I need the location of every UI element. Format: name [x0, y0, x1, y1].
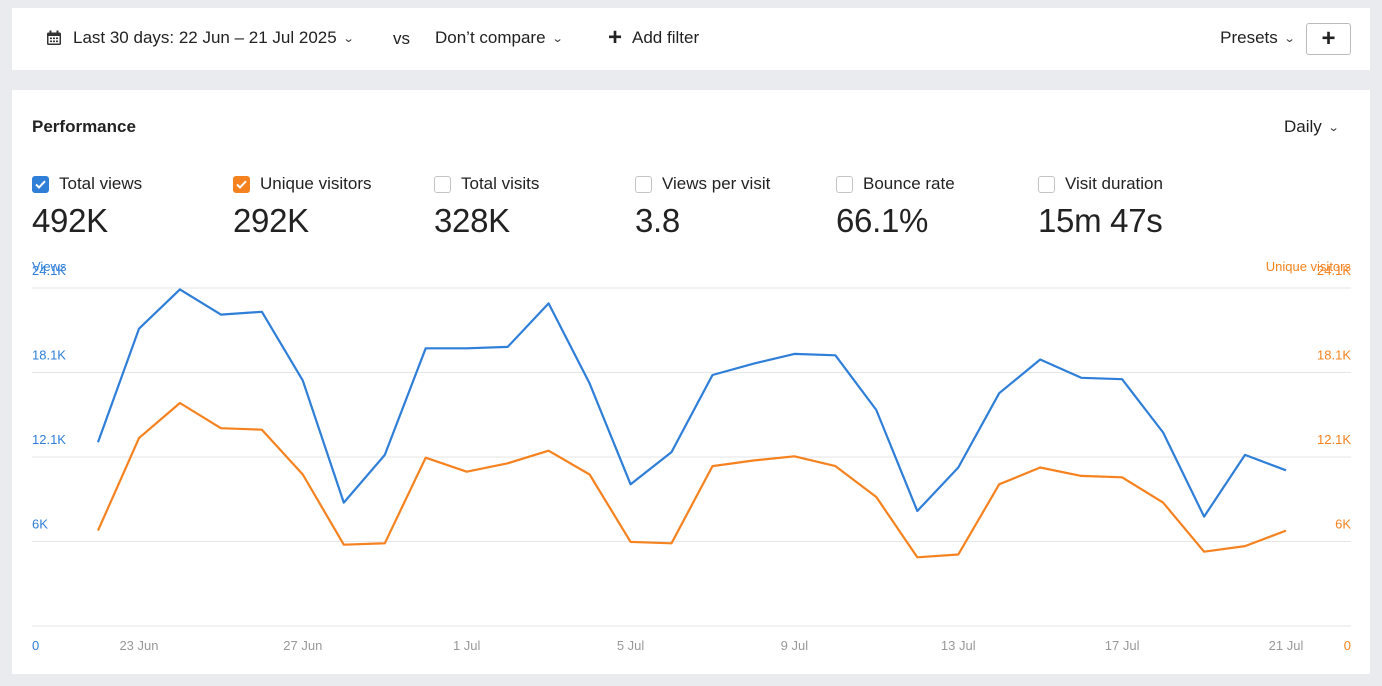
metric-value: 66.1% — [836, 202, 929, 239]
metric-value: 292K — [233, 202, 309, 239]
left-axis-title: Views — [32, 259, 67, 274]
checkbox-total-views[interactable] — [32, 175, 49, 193]
metric-views-per-visit[interactable]: Views per visit 3.8 — [635, 174, 770, 240]
right-y-tick-label: 6K — [1335, 517, 1351, 532]
performance-chart[interactable]: Views Unique visitors 0 0 6K 6K 12.1K 12.1K 18… — [12, 90, 1370, 674]
metric-bounce-rate[interactable]: Bounce rate 66.1% — [836, 174, 955, 240]
checkbox-total-visits[interactable] — [434, 175, 451, 193]
series-lines — [96, 288, 1287, 559]
axis-ticks: 0 0 6K 6K 12.1K 12.1K 18.1K 18.1K 24.1K 24.1K 23 J… — [32, 263, 1351, 653]
left-y-tick-label: 24.1K — [32, 263, 66, 278]
right-y-tick-label: 24.1K — [1317, 263, 1351, 278]
add-filter-label: Add filter — [632, 28, 700, 47]
checkbox-unique-visitors[interactable] — [233, 175, 250, 193]
presets-dropdown[interactable]: Presets ⌄ — [1220, 28, 1296, 48]
x-tick-label: 5 Jul — [617, 638, 645, 653]
add-widget-button[interactable]: + — [1306, 23, 1351, 55]
performance-panel: Performance Daily ⌄ Total views 492K Uni… — [12, 90, 1370, 674]
x-tick-label: 27 Jun — [283, 638, 322, 653]
plus-icon: + — [608, 24, 623, 51]
vs-label: vs — [393, 29, 410, 48]
x-tick-label: 1 Jul — [453, 638, 481, 653]
x-tick-label: 21 Jul — [1269, 638, 1304, 653]
presets-label: Presets — [1220, 28, 1278, 47]
chevron-down-icon: ⌄ — [551, 32, 564, 45]
metric-value: 15m 47s — [1038, 202, 1163, 239]
x-tick-label: 17 Jul — [1105, 638, 1140, 653]
right-y-tick-label: 0 — [1344, 638, 1351, 653]
calendar-icon — [47, 30, 61, 45]
right-axis-title: Unique visitors — [1266, 259, 1352, 274]
chevron-down-icon: ⌄ — [342, 32, 355, 45]
right-y-tick-label: 12.1K — [1317, 432, 1351, 447]
grid-lines — [32, 287, 1351, 627]
interval-label: Daily — [1283, 117, 1322, 136]
series-line-total-views[interactable] — [96, 288, 1287, 518]
metric-visit-duration[interactable]: Visit duration 15m 47s — [1038, 174, 1163, 240]
metric-unique-visitors[interactable]: Unique visitors 292K — [233, 174, 372, 240]
metric-label: Views per visit — [662, 174, 771, 193]
metric-label: Visit duration — [1065, 174, 1163, 193]
metric-label: Total views — [59, 174, 143, 193]
chevron-down-icon: ⌄ — [1327, 121, 1340, 134]
compare-selector[interactable]: Don’t compare ⌄ — [435, 28, 564, 48]
left-y-tick-label: 6K — [32, 517, 48, 532]
metric-value: 328K — [434, 202, 510, 239]
metric-label: Bounce rate — [863, 174, 955, 193]
left-y-tick-label: 12.1K — [32, 432, 66, 447]
metric-total-visits[interactable]: Total visits 328K — [434, 174, 539, 240]
chevron-down-icon: ⌄ — [1283, 32, 1296, 45]
panel-title: Performance — [32, 117, 136, 136]
left-y-tick-label: 0 — [32, 638, 39, 653]
metric-value: 3.8 — [635, 202, 680, 239]
series-line-unique-visitors[interactable] — [96, 401, 1287, 559]
compare-label: Don’t compare — [435, 28, 546, 47]
add-filter-button[interactable]: + Add filter — [608, 26, 699, 50]
left-y-tick-label: 18.1K — [32, 348, 66, 363]
checkbox-visit-duration[interactable] — [1038, 175, 1055, 193]
x-tick-label: 13 Jul — [941, 638, 976, 653]
metric-label: Unique visitors — [260, 174, 372, 193]
check-icon — [35, 180, 46, 189]
x-tick-label: 9 Jul — [781, 638, 809, 653]
top-toolbar: Last 30 days: 22 Jun – 21 Jul 2025 ⌄ vs … — [12, 8, 1370, 70]
metric-value: 492K — [32, 202, 108, 239]
check-icon — [236, 180, 247, 189]
x-tick-label: 23 Jun — [119, 638, 158, 653]
interval-dropdown[interactable]: Daily ⌄ — [1283, 117, 1340, 137]
metric-total-views[interactable]: Total views 492K — [32, 174, 142, 240]
right-y-tick-label: 18.1K — [1317, 348, 1351, 363]
checkbox-views-per-visit[interactable] — [635, 175, 652, 193]
date-range-label: Last 30 days: 22 Jun – 21 Jul 2025 — [73, 28, 337, 47]
metric-label: Total visits — [461, 174, 540, 193]
plus-icon: + — [1321, 25, 1336, 52]
checkbox-bounce-rate[interactable] — [836, 175, 853, 193]
date-range-selector[interactable]: Last 30 days: 22 Jun – 21 Jul 2025 ⌄ — [46, 28, 355, 48]
